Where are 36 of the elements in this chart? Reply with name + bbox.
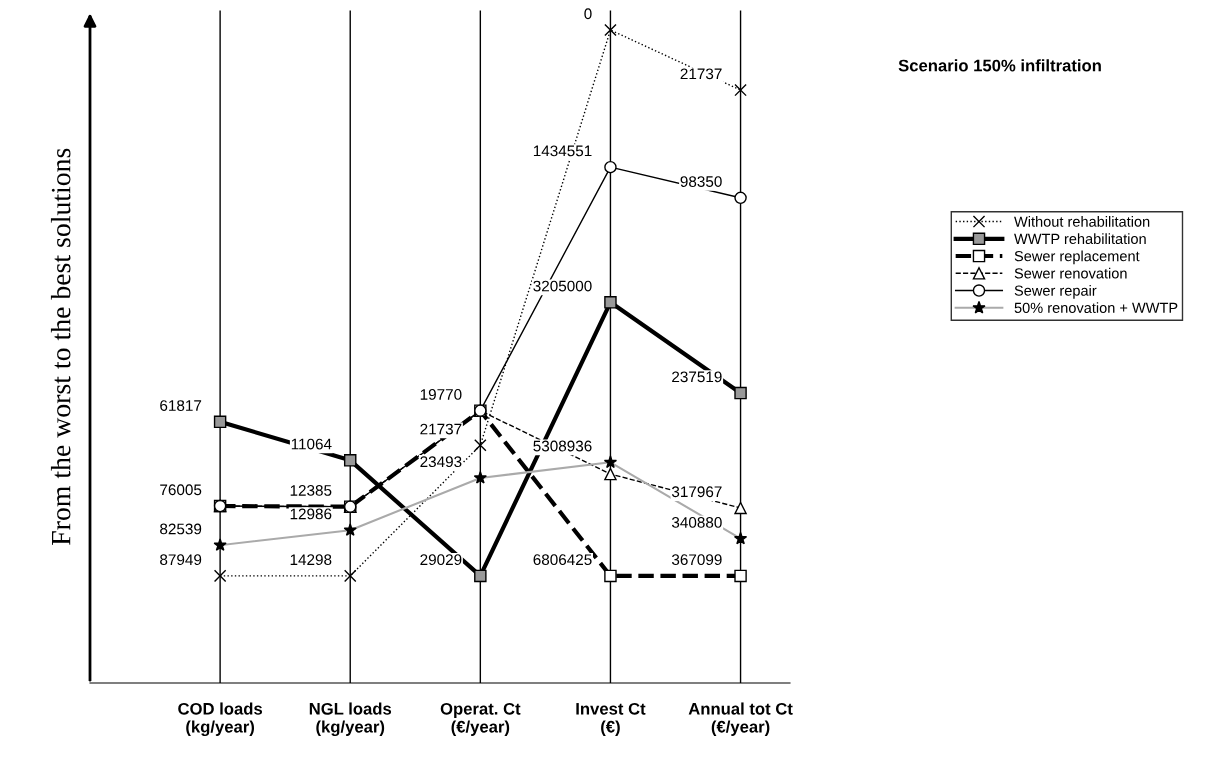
annotation: 98350: [680, 176, 722, 187]
annotation: 76005: [160, 484, 202, 496]
annotation: 21737: [680, 68, 722, 80]
annotation: 11064: [291, 438, 332, 450]
x-tick-label: Invest Ct (€): [576, 702, 646, 736]
annotation: 340880: [671, 517, 722, 528]
legend-label: Sewer replacement: [1014, 250, 1140, 265]
annotation: 87949: [160, 554, 202, 566]
legend-label: 50% renovation + WWTP: [1014, 302, 1178, 314]
annotation: 23493: [420, 456, 462, 468]
text: Scenario 150% infiltration: [898, 59, 1101, 72]
legend-label: Sewer renovation: [1014, 267, 1127, 279]
x-tick-label: Operat. Ct (€/year): [440, 702, 521, 736]
annotation: 14298: [290, 554, 332, 566]
annotation: 0: [584, 8, 592, 20]
annotation: 3205000: [533, 280, 592, 292]
annotation: 5308936: [533, 440, 592, 452]
annotation: 6806425: [533, 554, 592, 566]
legend-label: Sewer repair: [1014, 285, 1097, 299]
x-tick-label: Annual tot Ct (€/year): [688, 702, 793, 736]
x-tick-label: NGL loads (kg/year): [309, 702, 392, 737]
annotation: 21737: [420, 423, 462, 435]
annotation: 1434551: [533, 145, 592, 157]
annotation: 12986: [290, 508, 332, 520]
y-axis-title: From the worst to the best solutions: [50, 148, 71, 545]
x-tick-label: COD loads (kg/year): [178, 702, 263, 737]
legend-label: WWTP rehabilitation: [1014, 233, 1146, 245]
annotation: 29029: [420, 554, 462, 566]
annotation: 237519: [672, 371, 722, 383]
annotation: 19770: [420, 389, 462, 400]
annotation: 317967: [671, 486, 722, 498]
annotation: 367099: [671, 554, 722, 566]
annotation: 82539: [160, 523, 202, 535]
annotation: 12385: [290, 485, 332, 496]
legend-label: Without rehabilitation: [1014, 216, 1150, 227]
annotation: 61817: [160, 400, 202, 411]
